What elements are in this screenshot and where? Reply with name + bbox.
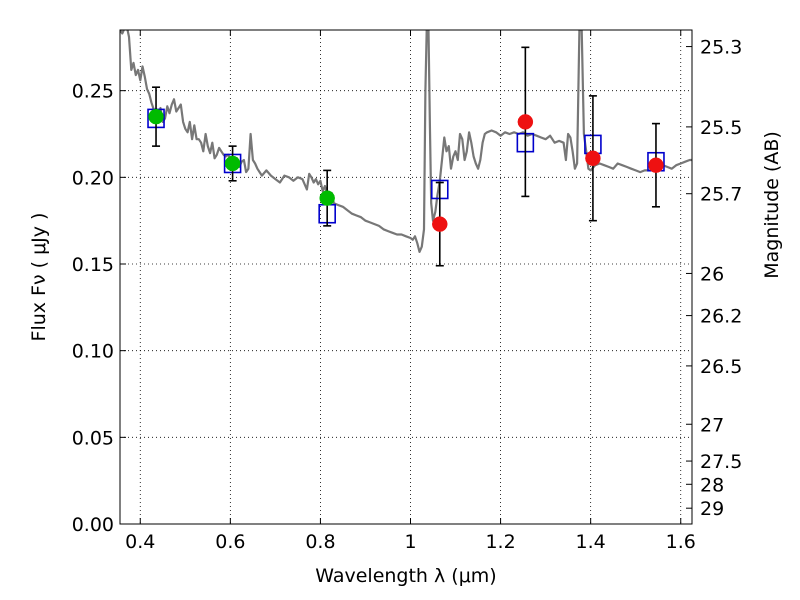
mag-tick-label: 25.7 xyxy=(700,184,742,206)
axis-ticks: 0.4 0.6 0.8 1 1.2 1.4 1.6 0.00 0.05 0.10 0.15 0.20 0… xyxy=(72,30,742,553)
data-series xyxy=(120,30,692,267)
observed-flux-point xyxy=(224,155,241,172)
observed-flux-point xyxy=(319,190,335,206)
mag-tick-label: 28 xyxy=(700,474,724,496)
plot-frame xyxy=(119,29,693,525)
x-tick-label: 1.2 xyxy=(485,531,515,553)
x-tick-label: 0.8 xyxy=(305,531,335,553)
x-tick-label: 0.4 xyxy=(125,531,155,553)
mag-tick-label: 29 xyxy=(700,498,724,520)
grid-lines xyxy=(120,30,692,525)
y-tick-label: 0.20 xyxy=(72,167,114,189)
observed-flux-point xyxy=(148,108,164,125)
mag-tick-label: 27.5 xyxy=(700,451,742,473)
mag-tick-label: 26.5 xyxy=(700,356,742,378)
observed-flux-point xyxy=(585,150,601,167)
mag-tick-label: 25.3 xyxy=(700,37,742,59)
x-tick-label: 1.4 xyxy=(576,531,606,553)
y-axis-label: Flux Fν ( μJy ) xyxy=(28,213,50,342)
x-tick-label: 0.6 xyxy=(215,531,245,553)
y-tick-label: 0.25 xyxy=(72,81,114,103)
y-tick-label: 0.05 xyxy=(72,427,114,449)
y-tick-label: 0.10 xyxy=(72,341,114,363)
x-tick-label: 1.6 xyxy=(666,531,696,553)
model-spectrum-line xyxy=(120,30,692,253)
y-tick-label: 0.15 xyxy=(72,254,114,276)
y-tick-label: 0.00 xyxy=(72,514,114,536)
x-axis-label: Wavelength λ (μm) xyxy=(315,565,496,587)
observed-flux-point xyxy=(517,114,534,130)
observed-flux-point xyxy=(432,216,448,232)
mag-tick-label: 26 xyxy=(700,263,724,285)
mag-tick-label: 27 xyxy=(700,414,724,436)
mag-tick-label: 25.5 xyxy=(700,117,742,139)
x-tick-label: 1 xyxy=(404,531,416,553)
mag-tick-label: 26.2 xyxy=(700,306,742,328)
observed-flux-point xyxy=(648,157,664,173)
y2-axis-label: Magnitude (AB) xyxy=(761,131,783,279)
